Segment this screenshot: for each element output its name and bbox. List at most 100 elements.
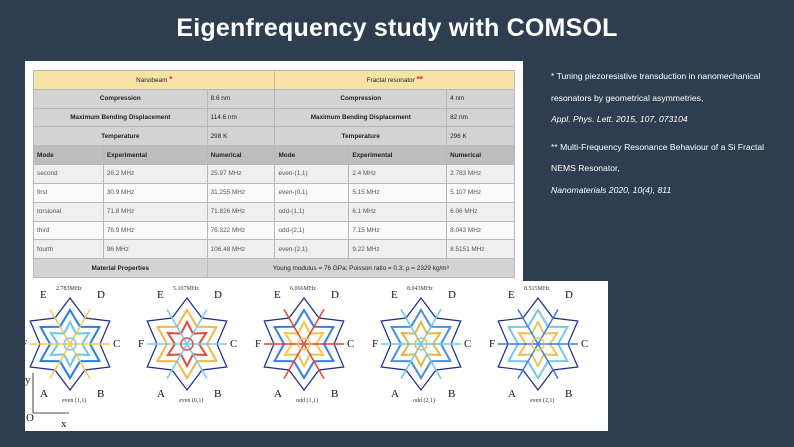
fractal-inner-ring [272, 308, 336, 380]
table-cell: even-(1,1) [274, 164, 350, 184]
column-header: Mode [274, 145, 350, 166]
corner-label: E [391, 289, 398, 301]
axis-origin-label: O [26, 412, 34, 424]
table-cell: 5.15 MHz [348, 182, 448, 203]
corner-label: A [274, 388, 282, 400]
table-cell: 7.15 MHz [348, 220, 448, 241]
column-header: Experimental [348, 145, 448, 166]
antinode-marker [180, 337, 194, 351]
reference-2-text: ** Multi-Frequency Resonance Behaviour o… [551, 141, 765, 174]
corner-label: A [508, 388, 516, 400]
column-header: Experimental [102, 145, 208, 166]
table-cell: third [33, 220, 104, 241]
table-row: torsional 71.8 MHz 71.826 MHz odd-(1,1) … [33, 201, 515, 222]
table-cell: 9.22 MHz [348, 239, 448, 260]
fractal-header: Fractal resonator ** [274, 70, 515, 90]
reference-1-text: * Tuning piezoresistive transduction in … [551, 71, 761, 103]
table-cell: odd-(2,1) [274, 220, 350, 241]
table-cell: 6.06 MHz [446, 201, 515, 222]
corner-label: D [214, 289, 222, 301]
property-label: Maximum Bending Displacement [33, 107, 208, 128]
mode-panel: 2.783MHz even (1,1) E D F C A B [21, 286, 120, 404]
mode-name-label: even (1,1) [62, 397, 86, 404]
property-row: Maximum Bending Displacement 114.6 nm Ma… [33, 107, 515, 128]
mode-shapes-svg: 2.783MHz even (1,1) E D F C A B 5.107MHz even (0,… [21, 286, 588, 430]
antinode-marker [63, 337, 77, 351]
corner-label: D [448, 289, 456, 301]
property-label: Temperature [274, 126, 448, 147]
material-label: Material Properties [33, 258, 208, 278]
lattice-line [49, 308, 91, 380]
property-row: Compression 8.6 nm Compression 4 nm [33, 88, 515, 109]
frequency-label: 8.515MHz [524, 286, 550, 292]
column-header: Numerical [206, 145, 276, 166]
mode-shapes-figure: 2.783MHz even (1,1) E D F C A B 5.107MHz even (0,… [21, 281, 608, 431]
property-label: Compression [33, 88, 208, 109]
corner-label: F [138, 338, 144, 350]
antinode-marker [531, 337, 545, 351]
mode-panel: 8.043MHz odd (2,1) E D F C A B [372, 286, 471, 404]
table-cell: 96 MHz [102, 239, 208, 260]
table-cell: 8.5151 MHz [446, 239, 515, 260]
corner-label: E [508, 289, 515, 301]
fractal-inner-ring [389, 308, 453, 380]
reference-2-journal: Nanomaterials 2020, 10(4), 811 [551, 184, 672, 195]
corner-label: C [230, 338, 237, 350]
mode-panel: 8.515MHz even (2,1) E D F C A B [489, 286, 588, 404]
axis-x-label: x [61, 418, 67, 430]
material-row: Material Properties Young modulus = 76 G… [33, 258, 516, 278]
corner-label: B [97, 388, 104, 400]
table-cell: 5.107 MHz [446, 182, 515, 203]
fractal-outline [380, 297, 462, 391]
comparison-table: Nanobeam * Fractal resonator ** Compress… [32, 70, 516, 278]
lattice-line [166, 308, 208, 380]
fractal-inner-ring [506, 308, 570, 380]
corner-label: E [157, 289, 164, 301]
table-cell: second [33, 164, 104, 184]
fractal-core-ring [49, 319, 91, 369]
corner-label: E [274, 289, 281, 301]
corner-label: B [448, 388, 455, 400]
corner-label: C [581, 338, 588, 350]
corner-label: A [40, 388, 48, 400]
corner-label: A [391, 388, 399, 400]
corner-label: F [372, 338, 378, 350]
frequency-label: 8.043MHz [407, 286, 433, 292]
corner-label: D [97, 289, 105, 301]
column-header-row: Mode Experimental Numerical Mode Experim… [33, 145, 515, 166]
table-row: fourth 96 MHz 106.48 MHz even-(2,1) 9.22… [33, 239, 515, 260]
fractal-outline [263, 297, 345, 391]
table-cell: 6.1 MHz [348, 201, 448, 222]
corner-label: E [40, 289, 47, 301]
lattice-line [283, 308, 325, 380]
table-cell: 71.8 MHz [102, 201, 208, 222]
corner-label: C [113, 338, 120, 350]
corner-label: D [331, 289, 339, 301]
property-label: Compression [274, 88, 448, 109]
antinode-marker [297, 337, 311, 351]
table-cell: first [33, 182, 104, 203]
fractal-outline [497, 297, 579, 391]
table-cell: odd-(1,1) [274, 201, 350, 222]
table-cell: 76.322 MHz [206, 220, 276, 241]
table-row: second 26.2 MHz 25.97 MHz even-(1,1) 2.4… [33, 164, 515, 184]
corner-label: B [565, 388, 572, 400]
corner-label: B [331, 388, 338, 400]
lattice-line [517, 308, 559, 380]
table-cell: 30.9 MHz [102, 182, 208, 203]
fractal-inner-ring [155, 308, 219, 380]
table-header-row: Nanobeam * Fractal resonator ** [32, 70, 515, 90]
frequency-label: 6.066MHz [290, 286, 316, 292]
table-cell: even-(2,1) [274, 239, 350, 260]
references: * Tuning piezoresistive transduction in … [551, 66, 791, 201]
mode-panel: 6.066MHz odd (1,1) E D F C A B [255, 286, 354, 404]
property-value: 296 K [446, 126, 515, 147]
corner-label: B [214, 388, 221, 400]
corner-label: D [565, 289, 573, 301]
property-row: Temperature 298 K Temperature 296 K [33, 126, 515, 147]
mode-panel: 5.107MHz even (0,1) E D F C A B [138, 286, 237, 404]
mode-name-label: even (2,1) [530, 397, 554, 404]
fractal-core-ring [400, 319, 442, 369]
axis-y-label: y [25, 374, 31, 386]
reference-1-journal: Appl. Phys. Lett. 2015, 107, 073104 [551, 114, 688, 124]
